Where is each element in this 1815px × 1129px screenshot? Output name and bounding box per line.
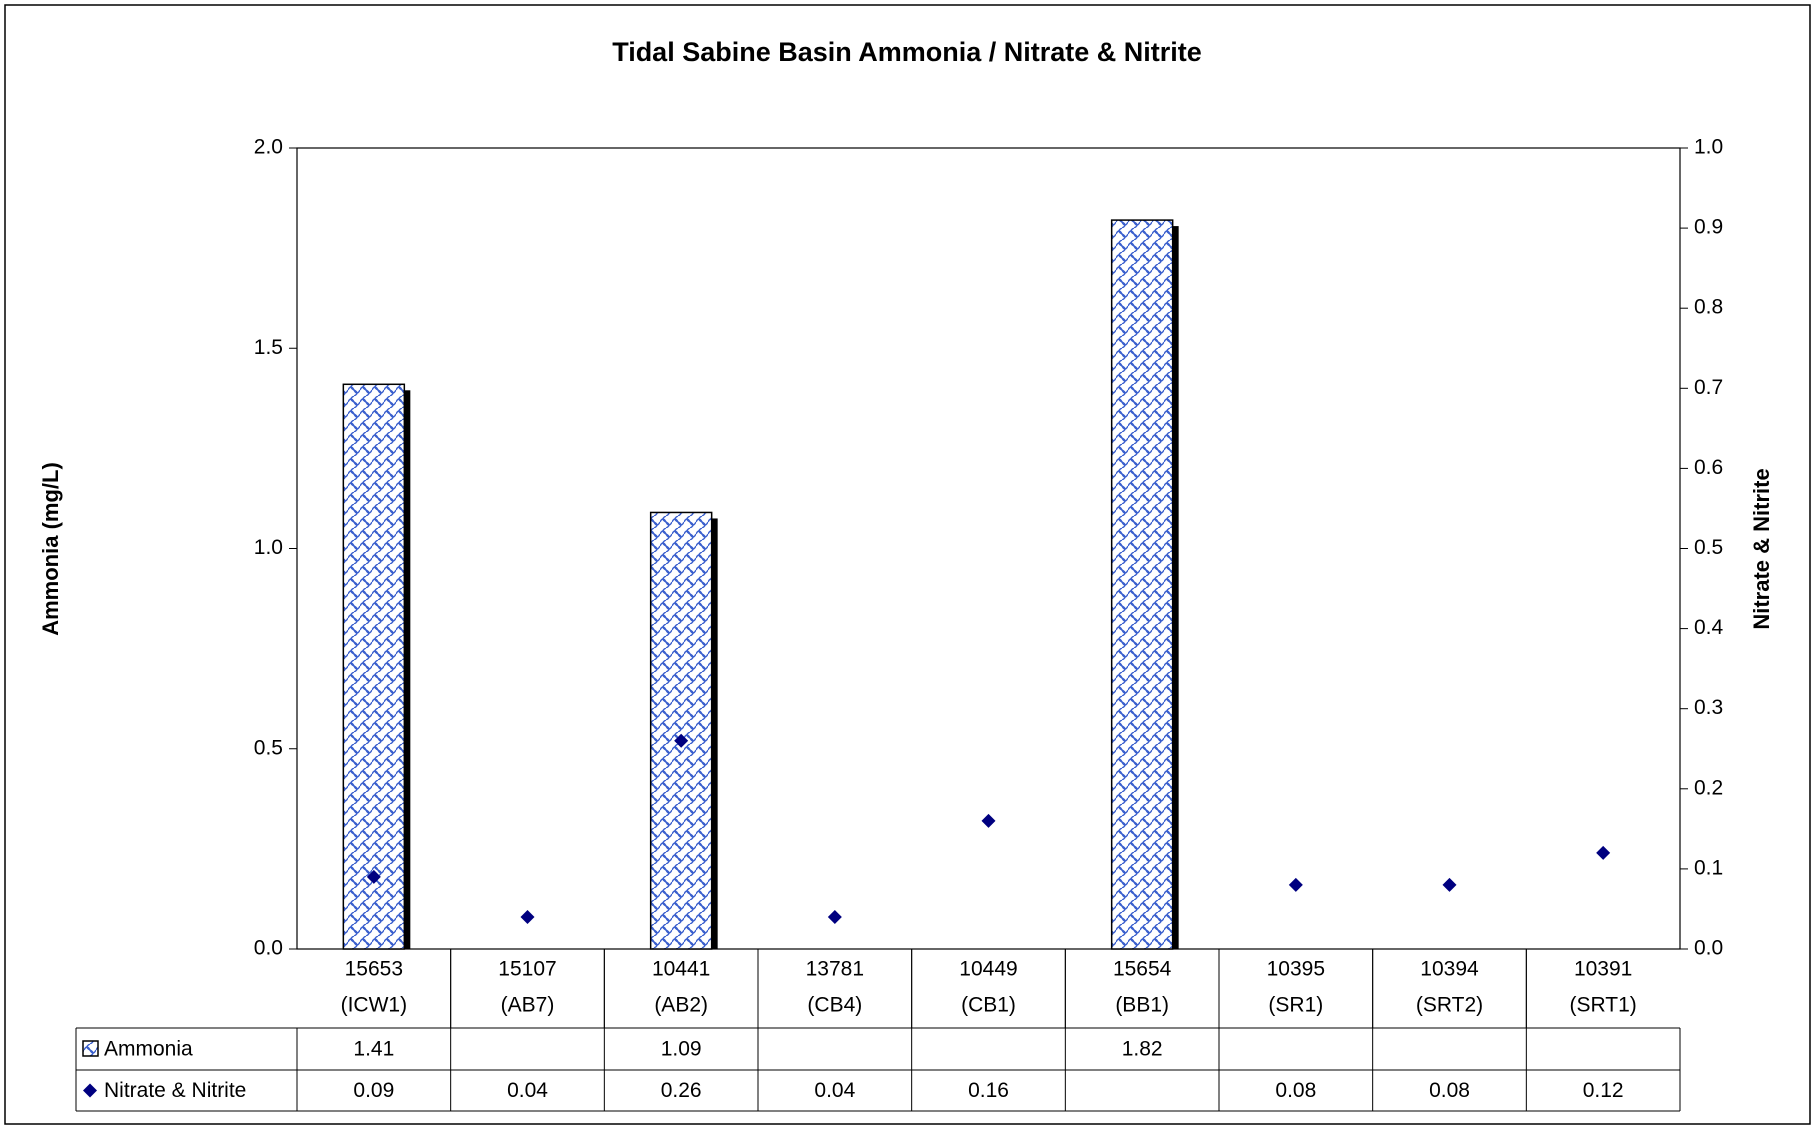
x-tick-label: (AB7) — [501, 994, 555, 1017]
chart-frame — [4, 4, 1811, 1125]
table-value: 0.09 — [353, 1079, 394, 1102]
y2-tick-label: 0.6 — [1694, 456, 1723, 479]
y2-tick-label: 1.0 — [1694, 136, 1723, 159]
table-value: 0.26 — [661, 1079, 702, 1102]
y2-tick-label: 0.2 — [1694, 776, 1723, 799]
x-tick-label: (CB4) — [807, 994, 862, 1017]
marker — [366, 869, 381, 884]
marker — [1288, 877, 1303, 892]
marker — [520, 909, 535, 924]
x-tick-label: (CB1) — [961, 994, 1016, 1017]
y-tick-label: 0.5 — [254, 736, 283, 759]
legend-key — [82, 1040, 99, 1057]
x-tick-label: 15107 — [498, 958, 556, 981]
y2-tick-label: 0.8 — [1694, 296, 1723, 319]
y2-tick-label: 0.7 — [1694, 376, 1723, 399]
x-tick-label: 10449 — [959, 958, 1017, 981]
x-tick-label: (SRT1) — [1570, 994, 1637, 1017]
y2-tick-label: 0.3 — [1694, 696, 1723, 719]
table-value: 1.41 — [353, 1038, 394, 1061]
x-tick-label: 15653 — [345, 958, 403, 981]
chart-title: Tidal Sabine Basin Ammonia / Nitrate & N… — [612, 37, 1202, 67]
x-tick-label: (BB1) — [1115, 994, 1169, 1017]
y2-tick-label: 0.4 — [1694, 616, 1724, 639]
y-axis-title: Ammonia (mg/L) — [38, 462, 63, 636]
x-tick-label: 10441 — [652, 958, 710, 981]
table-value: 1.82 — [1122, 1038, 1163, 1061]
x-tick-label: 15654 — [1113, 958, 1172, 981]
bar — [1110, 219, 1174, 950]
y2-tick-label: 0.5 — [1694, 536, 1723, 559]
table-value: 0.16 — [968, 1079, 1009, 1102]
legend-key — [83, 1083, 97, 1098]
table-value: 0.04 — [507, 1079, 548, 1102]
y2-axis-title: Nitrate & Nitrite — [1749, 468, 1774, 629]
y2-tick-label: 0.9 — [1694, 216, 1723, 239]
table-value: 0.08 — [1275, 1079, 1316, 1102]
y-tick-label: 0.0 — [254, 937, 283, 960]
x-tick-label: (AB2) — [654, 994, 708, 1017]
y-tick-label: 1.5 — [254, 336, 283, 359]
marker — [1442, 877, 1457, 892]
x-tick-label: 10394 — [1420, 958, 1479, 981]
table-value: 1.09 — [661, 1038, 702, 1061]
x-tick-label: 10391 — [1574, 958, 1632, 981]
table-value: 0.04 — [814, 1079, 855, 1102]
marker — [981, 813, 996, 828]
x-tick-label: (SRT2) — [1416, 994, 1483, 1017]
table-value: 0.08 — [1429, 1079, 1470, 1102]
bar — [342, 383, 406, 950]
bar — [649, 511, 713, 950]
y-tick-label: 2.0 — [254, 136, 283, 159]
y2-tick-label: 0.1 — [1694, 856, 1723, 879]
x-tick-label: 13781 — [806, 958, 864, 981]
legend-label: Nitrate & Nitrite — [104, 1079, 246, 1102]
x-tick-label: 10395 — [1267, 958, 1325, 981]
x-tick-label: (ICW1) — [341, 994, 408, 1017]
y2-tick-label: 0.0 — [1694, 937, 1723, 960]
marker — [1596, 845, 1611, 860]
legend-label: Ammonia — [104, 1038, 193, 1061]
table-value: 0.12 — [1583, 1079, 1624, 1102]
x-tick-label: (SR1) — [1268, 994, 1323, 1017]
marker — [827, 909, 842, 924]
y-tick-label: 1.0 — [254, 536, 283, 559]
marker — [674, 733, 689, 748]
